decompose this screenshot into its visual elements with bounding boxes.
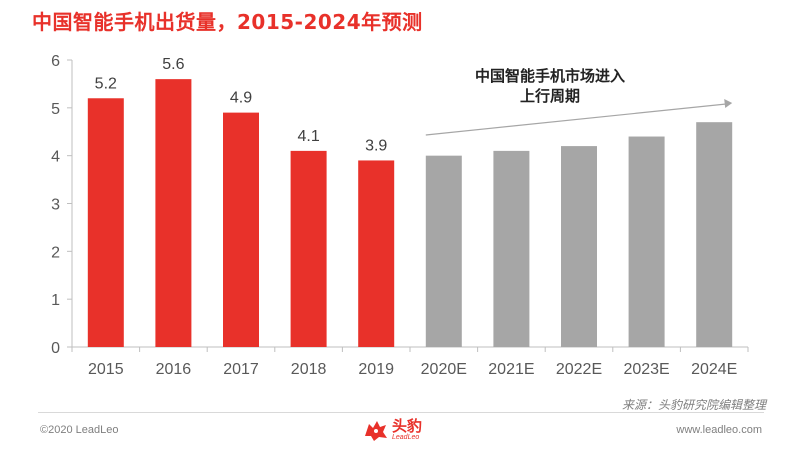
leopard-icon [365,421,387,441]
bar-2018 [290,150,327,347]
trend-arrow [425,99,733,136]
trend-arrow-line [425,103,727,136]
y-tick-label: 2 [51,244,60,261]
bar-2020E [425,155,462,347]
data-label-2016: 5.6 [162,56,184,73]
copyright-text: ©2020 LeadLeo [40,424,119,436]
bar-2016 [155,79,192,347]
x-tick-label: 2023E [623,361,669,378]
footer-divider [38,412,764,413]
bar-2022E [561,146,597,347]
y-tick-label: 1 [51,292,60,309]
y-axis: 0 1 2 3 4 5 6 [51,53,73,357]
bar-2017 [223,112,259,347]
page-title: 中国智能手机出货量，2015-2024年预测 [32,10,423,34]
bar-series [87,79,733,348]
bar-2024E [696,122,733,347]
trend-annotation: 中国智能手机市场进入上行周期 [474,67,625,105]
x-tick-label: 2016 [156,361,192,378]
y-tick-label: 3 [51,197,60,214]
bar-2023E [628,136,665,347]
bar-2019 [358,160,395,347]
website-link[interactable]: www.leadleo.com [676,424,762,436]
x-tick-label: 2017 [223,361,259,378]
logo-cn-text: 头豹 [392,417,423,435]
y-tick-label: 0 [51,340,60,357]
x-tick-label: 2019 [358,361,394,378]
x-tick-label: 2021E [488,361,534,378]
bar-2021E [493,150,530,347]
bar-2015 [87,98,124,348]
data-label-2015: 5.2 [95,75,117,92]
leadleo-logo: 头豹 LeadLeo [362,414,442,446]
trend-arrow-head [724,99,733,108]
data-label-2017: 4.9 [230,90,252,107]
y-tick-label: 4 [51,149,60,166]
data-labels: 5.2 5.6 4.9 4.1 3.9 [95,56,388,154]
data-label-2019: 3.9 [365,137,387,154]
source-note: 来源：头豹研究院编辑整理 [621,398,766,412]
x-axis: 2015 2016 2017 2018 2019 2020E 2021E 2022E 2023E… [71,346,749,378]
data-label-2018: 4.1 [297,128,319,145]
x-tick-label: 2020E [421,361,467,378]
y-tick-label: 5 [51,101,60,118]
x-tick-label: 2022E [556,361,602,378]
x-tick-label: 2024E [691,361,737,378]
x-tick-label: 2015 [88,361,124,378]
y-tick-label: 6 [51,53,60,70]
x-tick-label: 2018 [291,361,327,378]
logo-en-text: LeadLeo [392,434,420,441]
